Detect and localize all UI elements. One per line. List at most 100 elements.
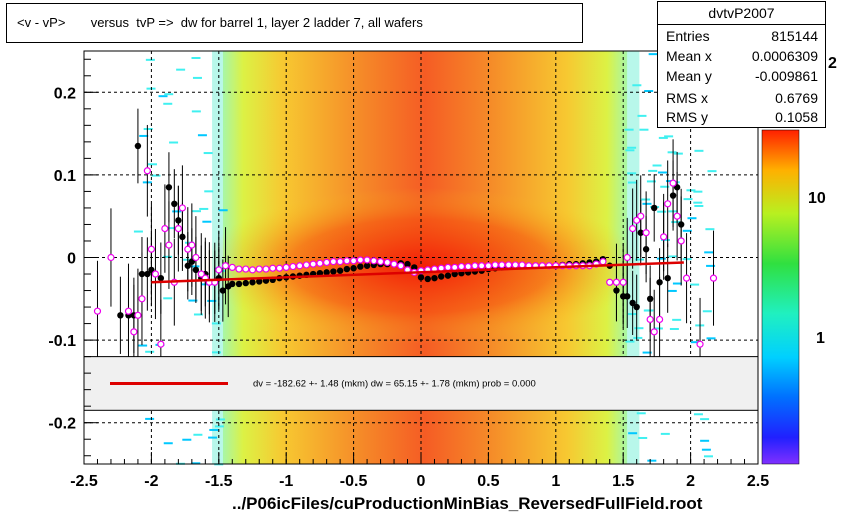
data-point-black xyxy=(350,265,357,272)
data-point-magenta xyxy=(184,245,192,253)
stats-key: Entries xyxy=(666,28,710,44)
data-point-magenta xyxy=(673,212,681,220)
data-point-magenta xyxy=(302,261,311,269)
sparse-cell xyxy=(648,53,658,56)
data-point-black xyxy=(417,274,425,281)
data-point-black xyxy=(357,263,364,270)
sparse-cell xyxy=(682,258,692,261)
data-point-magenta xyxy=(350,257,358,265)
sparse-cell xyxy=(693,413,703,416)
y-tick-label: 0.1 xyxy=(54,168,76,185)
sparse-cell xyxy=(215,418,225,421)
sparse-cell xyxy=(687,217,697,220)
data-point-magenta xyxy=(363,256,371,264)
sparse-cell xyxy=(139,134,149,137)
x-tick-label: -1.5 xyxy=(205,473,233,490)
data-point-magenta xyxy=(633,216,641,224)
data-point-magenta xyxy=(709,274,718,282)
sparse-cell xyxy=(653,327,663,330)
y-tick-label: 0.2 xyxy=(54,85,76,102)
data-point-black xyxy=(633,303,640,311)
sparse-cell xyxy=(706,337,716,340)
fit-legend-text: dv = -182.62 +- 1.48 (mkm) dw = 65.15 +-… xyxy=(253,378,536,389)
sparse-cell xyxy=(642,351,652,354)
stats-title: dvtvP2007 xyxy=(658,5,825,25)
x-tick-label: 1 xyxy=(551,473,560,490)
sparse-cell xyxy=(138,344,148,347)
stats-value: 0.0006309 xyxy=(751,48,818,64)
data-point-magenta xyxy=(646,315,654,324)
data-point-magenta xyxy=(221,262,230,270)
sparse-cell xyxy=(191,110,201,113)
data-point-black xyxy=(256,278,263,285)
data-point-black xyxy=(249,279,256,286)
sparse-cell xyxy=(703,455,713,458)
data-point-black xyxy=(411,264,418,271)
sparse-cell xyxy=(706,264,716,267)
sparse-cell xyxy=(191,462,201,465)
stats-key: RMS x xyxy=(666,90,708,106)
data-point-black xyxy=(117,312,124,319)
stats-value: -0.009861 xyxy=(754,68,818,84)
sparse-cell xyxy=(683,198,693,201)
sparse-cell xyxy=(658,136,668,139)
data-point-magenta xyxy=(444,263,452,272)
stats-key: Mean y xyxy=(666,68,712,84)
sparse-cell xyxy=(163,442,173,445)
data-point-magenta xyxy=(255,265,263,273)
data-point-magenta xyxy=(623,253,631,262)
data-point-magenta xyxy=(518,261,526,269)
data-point-magenta xyxy=(619,278,627,286)
sparse-cell xyxy=(657,171,667,174)
plot-title: <v - vP> versus tvP => dw for barrel 1, … xyxy=(17,15,423,30)
data-point-magenta xyxy=(390,260,398,268)
sparse-cell xyxy=(705,228,715,231)
y-tick-label: -0.2 xyxy=(48,416,76,433)
sparse-cell xyxy=(204,190,214,193)
data-point-black xyxy=(363,262,371,269)
sparse-cell xyxy=(207,299,217,302)
sparse-cell xyxy=(664,135,674,138)
sparse-cell xyxy=(625,340,635,343)
data-point-magenta xyxy=(138,295,146,303)
sparse-cell xyxy=(202,220,212,223)
sparse-cell xyxy=(163,297,173,300)
data-point-magenta xyxy=(262,265,270,273)
sparse-cell xyxy=(646,180,656,183)
sparse-cell xyxy=(133,230,143,233)
stats-value: 0.1058 xyxy=(775,109,818,125)
sparse-cell xyxy=(163,102,173,105)
data-point-black xyxy=(651,204,658,212)
sparse-cell xyxy=(682,229,692,232)
data-point-magenta xyxy=(664,200,672,208)
sparse-cell xyxy=(145,350,155,353)
data-point-magenta xyxy=(471,262,479,270)
fit-line xyxy=(151,261,684,284)
data-point-magenta xyxy=(282,263,290,272)
data-point-magenta xyxy=(215,266,223,274)
sparse-cell xyxy=(625,149,635,152)
data-point-black xyxy=(134,142,142,150)
sparse-cell xyxy=(643,309,653,312)
data-point-black xyxy=(664,274,671,282)
sparse-cell xyxy=(668,255,678,258)
sparse-cell xyxy=(176,68,186,71)
x-tick-label: 2.5 xyxy=(747,473,769,490)
sparse-cell xyxy=(667,289,677,292)
data-point-black xyxy=(424,275,431,283)
sparse-cell xyxy=(669,327,679,330)
sparse-cell xyxy=(192,76,202,79)
stats-value: 815144 xyxy=(771,28,818,44)
data-point-magenta xyxy=(178,204,187,212)
data-point-magenta xyxy=(289,262,297,271)
data-point-magenta xyxy=(323,258,331,267)
data-point-magenta xyxy=(650,328,658,336)
sparse-cell xyxy=(199,207,209,210)
color-palette xyxy=(762,130,799,464)
sparse-cell xyxy=(667,151,677,154)
data-point-magenta xyxy=(248,266,257,274)
sparse-cell xyxy=(693,190,703,193)
sparse-cell xyxy=(690,283,700,286)
data-point-magenta xyxy=(464,262,472,271)
